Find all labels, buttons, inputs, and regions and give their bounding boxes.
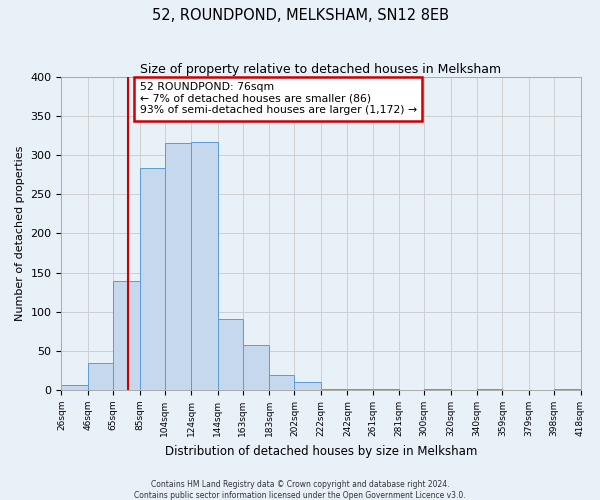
Title: Size of property relative to detached houses in Melksham: Size of property relative to detached ho… (140, 62, 502, 76)
Bar (269, 375, 295, 390)
Bar (88, 364, 113, 390)
Bar (164, 144, 191, 390)
Bar (321, 388, 347, 390)
Bar (347, 388, 373, 390)
Text: 52, ROUNDPOND, MELKSHAM, SN12 8EB: 52, ROUNDPOND, MELKSHAM, SN12 8EB (151, 8, 449, 22)
Bar (218, 319, 243, 390)
Bar (243, 346, 269, 390)
Bar (191, 142, 218, 390)
Bar (113, 281, 140, 390)
Text: Contains HM Land Registry data © Crown copyright and database right 2024.
Contai: Contains HM Land Registry data © Crown c… (134, 480, 466, 500)
Bar (295, 382, 321, 390)
Bar (140, 168, 164, 390)
Y-axis label: Number of detached properties: Number of detached properties (15, 146, 25, 321)
Text: 52 ROUNDPOND: 76sqm
← 7% of detached houses are smaller (86)
93% of semi-detache: 52 ROUNDPOND: 76sqm ← 7% of detached hou… (140, 82, 416, 116)
Bar (61, 384, 88, 390)
X-axis label: Distribution of detached houses by size in Melksham: Distribution of detached houses by size … (165, 444, 477, 458)
